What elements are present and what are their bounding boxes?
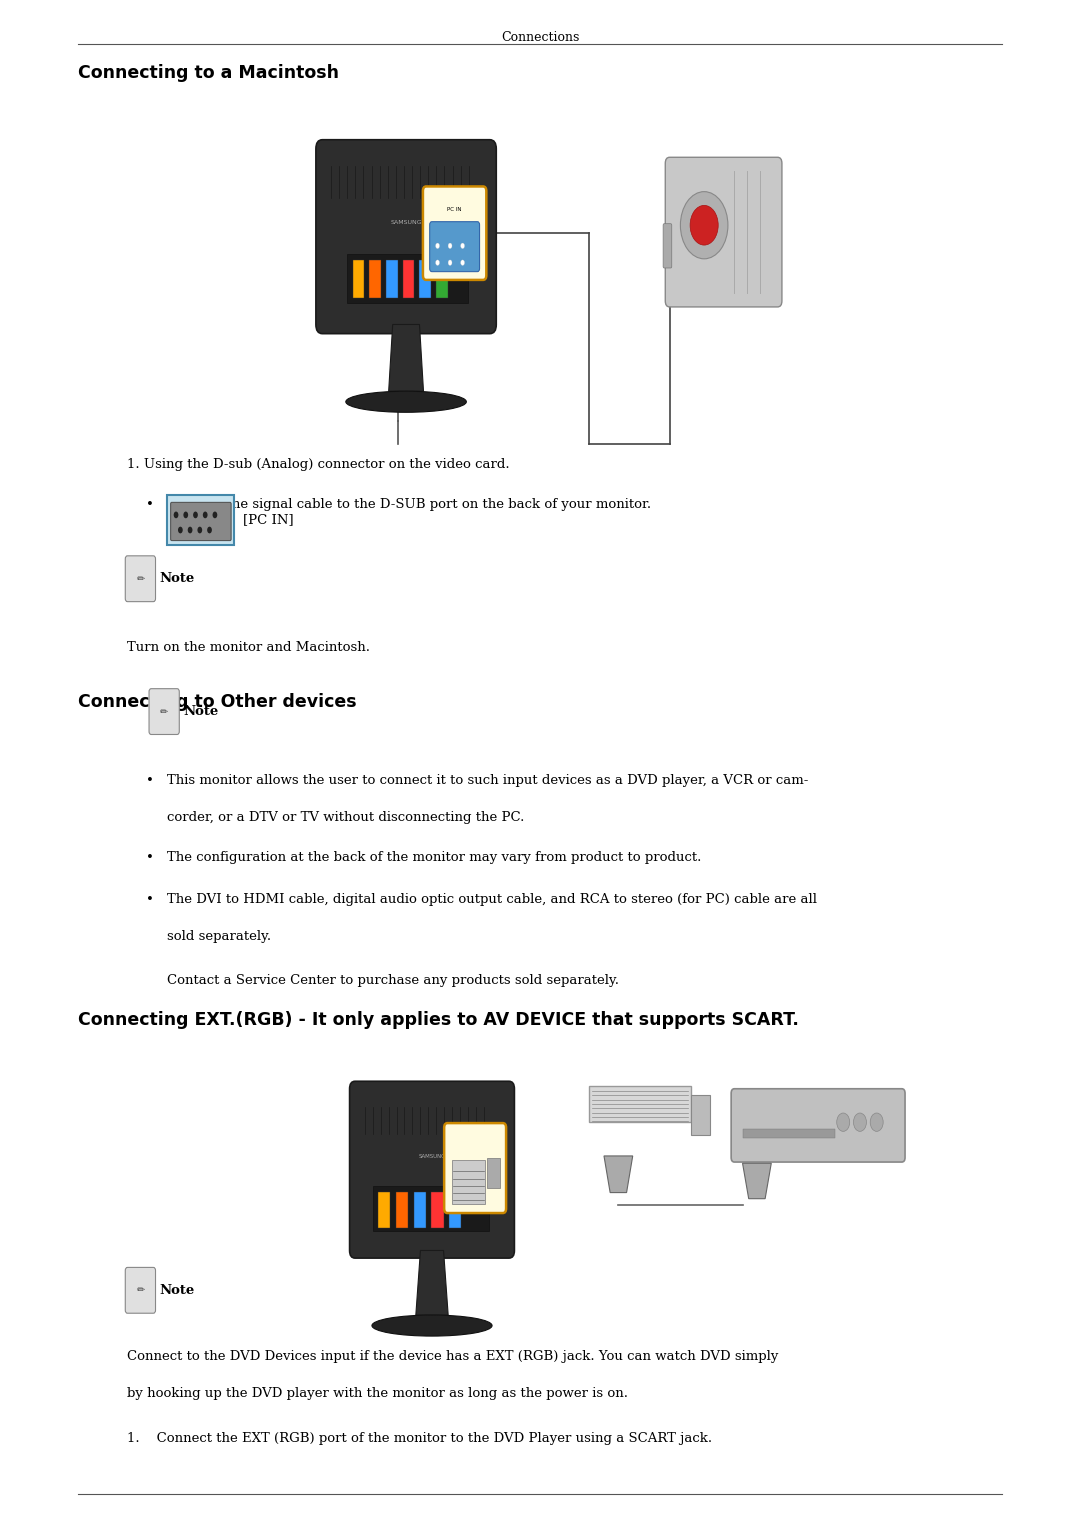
Text: corder, or a DTV or TV without disconnecting the PC.: corder, or a DTV or TV without disconnec… (167, 811, 525, 825)
Bar (414, 1193, 426, 1228)
Circle shape (188, 527, 192, 533)
Circle shape (448, 243, 453, 249)
Circle shape (435, 243, 440, 249)
Circle shape (174, 512, 178, 518)
Circle shape (461, 243, 464, 249)
Text: •: • (146, 893, 153, 907)
Bar (386, 260, 397, 298)
Text: PC IN: PC IN (447, 208, 462, 212)
Text: 1.    Connect the EXT (RGB) port of the monitor to the DVD Player using a SCART : 1. Connect the EXT (RGB) port of the mon… (127, 1432, 713, 1446)
Text: Connections: Connections (501, 31, 579, 44)
Text: Note: Note (160, 1284, 195, 1296)
FancyBboxPatch shape (167, 495, 234, 545)
Circle shape (213, 512, 217, 518)
Bar (374, 1186, 489, 1231)
Text: Connecting to a Macintosh: Connecting to a Macintosh (78, 64, 339, 82)
Text: Connect the signal cable to the D-SUB port on the back of your monitor.: Connect the signal cable to the D-SUB po… (167, 498, 651, 512)
Bar (487, 1157, 500, 1188)
Text: Connecting EXT.(RGB) - It only applies to AV DEVICE that supports SCART.: Connecting EXT.(RGB) - It only applies t… (78, 1011, 798, 1029)
Bar (352, 260, 364, 298)
Circle shape (193, 512, 198, 518)
Text: 1. Using the D-sub (Analog) connector on the video card.: 1. Using the D-sub (Analog) connector on… (127, 458, 510, 472)
Bar (743, 1128, 835, 1138)
FancyBboxPatch shape (125, 1267, 156, 1313)
Text: ✏: ✏ (136, 574, 145, 583)
FancyBboxPatch shape (444, 1122, 507, 1212)
Ellipse shape (372, 1315, 492, 1336)
Circle shape (690, 205, 718, 246)
Text: Note: Note (184, 705, 219, 718)
FancyBboxPatch shape (731, 1089, 905, 1162)
FancyBboxPatch shape (430, 221, 480, 272)
Polygon shape (743, 1164, 771, 1199)
Text: •: • (146, 774, 153, 788)
FancyBboxPatch shape (663, 223, 672, 267)
Text: SAMSUNG: SAMSUNG (390, 220, 422, 224)
Text: [PC IN]: [PC IN] (243, 513, 294, 527)
Text: Connect to the DVD Devices input if the device has a EXT (RGB) jack. You can wat: Connect to the DVD Devices input if the … (127, 1350, 779, 1364)
Circle shape (198, 527, 202, 533)
Bar (431, 1193, 444, 1228)
Circle shape (203, 512, 207, 518)
Text: The configuration at the back of the monitor may vary from product to product.: The configuration at the back of the mon… (167, 851, 702, 864)
FancyBboxPatch shape (149, 689, 179, 734)
Bar (451, 1161, 485, 1205)
Circle shape (837, 1113, 850, 1132)
Bar (419, 260, 431, 298)
Bar (449, 1193, 461, 1228)
Polygon shape (389, 324, 423, 391)
FancyBboxPatch shape (423, 186, 486, 279)
Text: •: • (146, 498, 153, 512)
Text: ✏: ✏ (136, 1286, 145, 1295)
Text: Connecting to Other devices: Connecting to Other devices (78, 693, 356, 712)
Text: Turn on the monitor and Macintosh.: Turn on the monitor and Macintosh. (127, 641, 370, 655)
Circle shape (461, 260, 464, 266)
FancyBboxPatch shape (350, 1081, 514, 1258)
Text: •: • (146, 851, 153, 864)
FancyBboxPatch shape (315, 140, 497, 333)
Circle shape (207, 527, 212, 533)
Text: by hooking up the DVD player with the monitor as long as the power is on.: by hooking up the DVD player with the mo… (127, 1387, 629, 1400)
FancyBboxPatch shape (171, 502, 231, 541)
Text: ✏: ✏ (160, 707, 168, 716)
Bar (348, 253, 468, 304)
Text: This monitor allows the user to connect it to such input devices as a DVD player: This monitor allows the user to connect … (167, 774, 809, 788)
Circle shape (870, 1113, 883, 1132)
Bar (369, 260, 381, 298)
FancyBboxPatch shape (665, 157, 782, 307)
FancyBboxPatch shape (589, 1086, 691, 1122)
Text: The DVI to HDMI cable, digital audio optic output cable, and RCA to stereo (for : The DVI to HDMI cable, digital audio opt… (167, 893, 818, 907)
Polygon shape (416, 1251, 448, 1315)
Text: sold separately.: sold separately. (167, 930, 271, 944)
Text: Note: Note (160, 573, 195, 585)
Text: SAMSUNG: SAMSUNG (418, 1154, 446, 1159)
Circle shape (184, 512, 188, 518)
Circle shape (680, 191, 728, 260)
Bar (691, 1095, 710, 1135)
Circle shape (435, 260, 440, 266)
Text: Contact a Service Center to purchase any products sold separately.: Contact a Service Center to purchase any… (167, 974, 620, 988)
Bar (403, 260, 415, 298)
Bar (378, 1193, 390, 1228)
Circle shape (448, 260, 453, 266)
Circle shape (178, 527, 183, 533)
Ellipse shape (346, 391, 467, 412)
Bar (395, 1193, 408, 1228)
Circle shape (853, 1113, 866, 1132)
FancyBboxPatch shape (125, 556, 156, 602)
Polygon shape (604, 1156, 633, 1193)
Bar (436, 260, 448, 298)
